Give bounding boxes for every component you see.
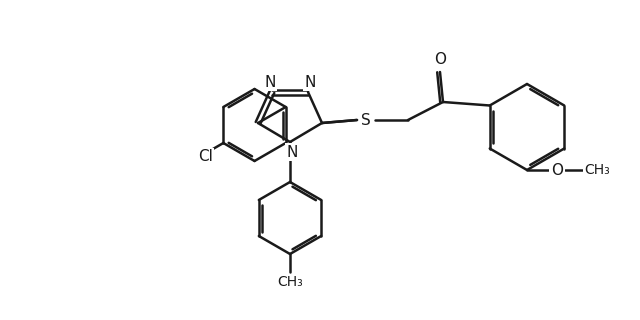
Text: CH₃: CH₃ bbox=[277, 275, 303, 289]
Text: N: N bbox=[304, 75, 316, 90]
Text: O: O bbox=[551, 163, 563, 178]
Text: S: S bbox=[361, 113, 371, 127]
Text: O: O bbox=[434, 52, 446, 67]
Text: N: N bbox=[286, 145, 298, 159]
Text: N: N bbox=[264, 75, 276, 90]
Text: CH₃: CH₃ bbox=[584, 163, 610, 177]
Text: Cl: Cl bbox=[198, 149, 212, 164]
